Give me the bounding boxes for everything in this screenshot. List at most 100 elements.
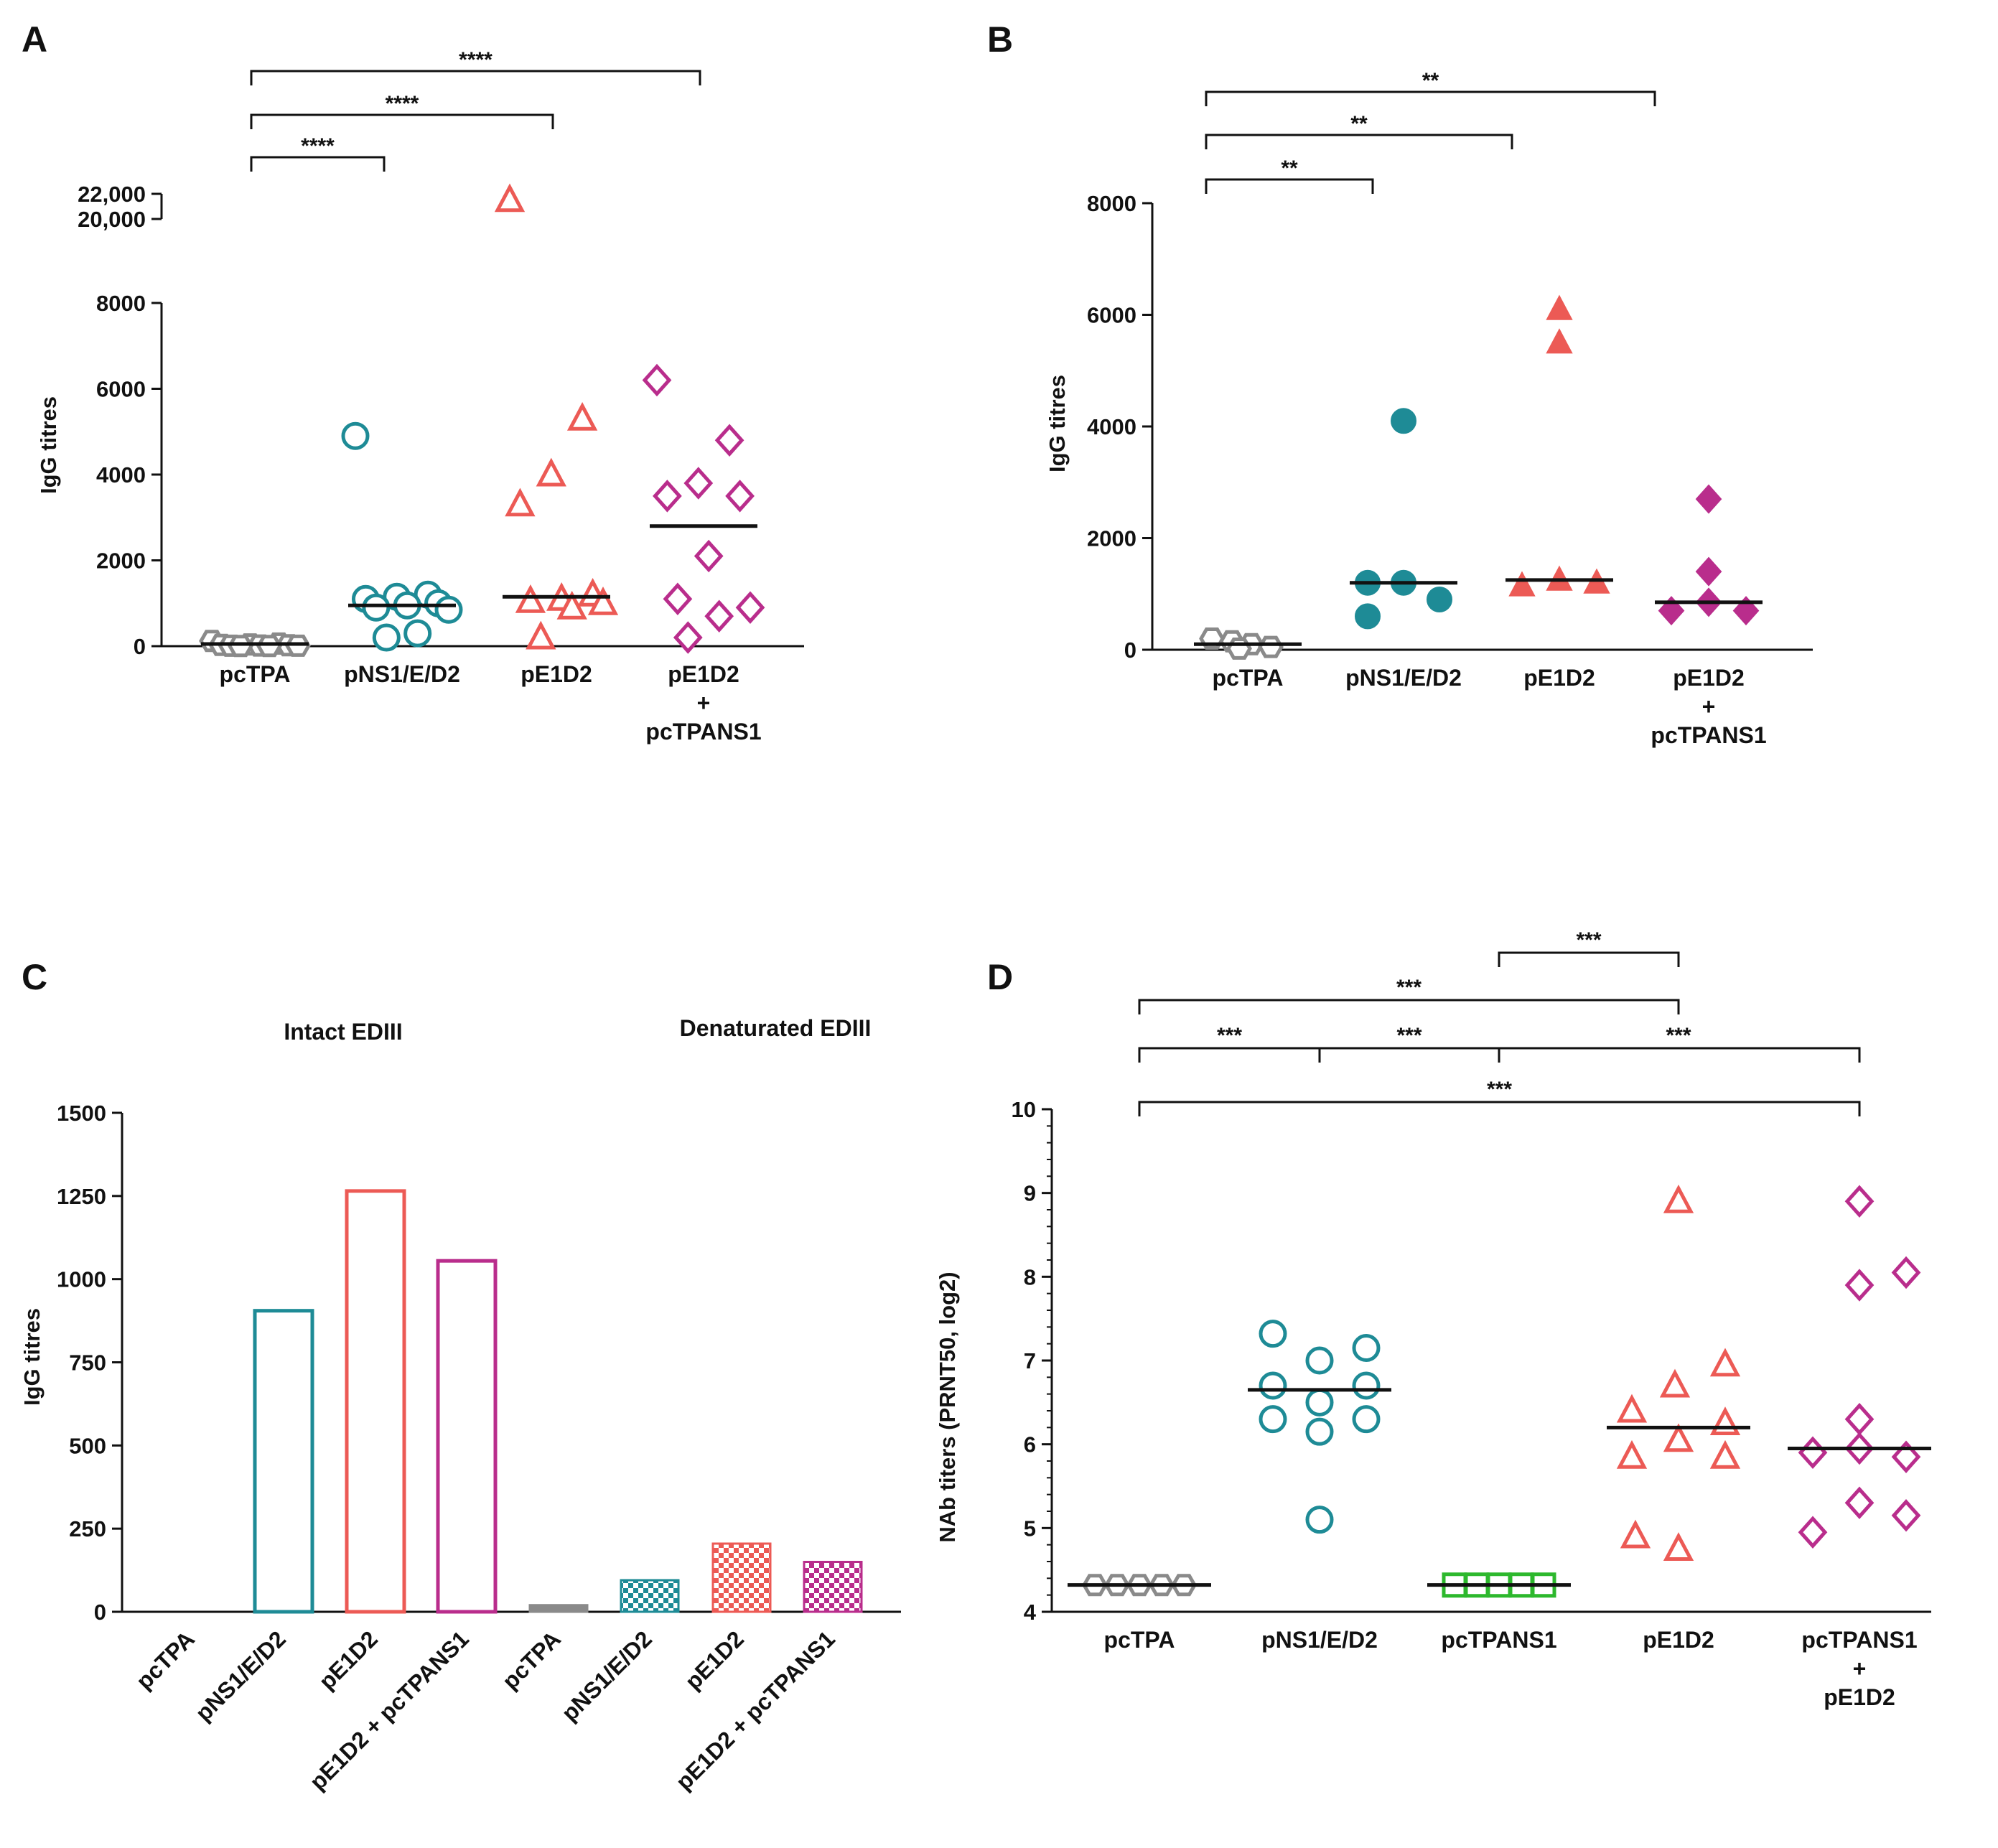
panel-a-point-pe1d2-pctpans1	[663, 582, 693, 616]
panel-c-group-title-denatured: Denaturated EDIII	[680, 1015, 872, 1041]
panel-b-ytick-label: 6000	[1087, 303, 1136, 328]
panel-b-ytick-label: 2000	[1087, 526, 1136, 551]
panel-d-point-pctpans1-pe1d2	[1844, 1486, 1875, 1520]
panel-d-point-pe1d2	[1663, 1532, 1694, 1561]
panel-b-xtick-pe1d2-pctpans1-plus: +	[1702, 694, 1716, 719]
panel-d-ytick-label: 7	[1024, 1348, 1036, 1373]
panel-a-ytick-label: 0	[134, 634, 146, 659]
panel-d-sig-bracket-5-label: ***	[1576, 928, 1601, 952]
panel-b-xtick-pctpa: pcTPA	[1213, 665, 1284, 691]
panel-c-bar-denaturated-ediii-pns1-e-d2	[620, 1579, 680, 1613]
panel-d-xtick-pctpans1: pcTPANS1	[1441, 1627, 1556, 1653]
panel-d-ytick-label: 5	[1024, 1516, 1036, 1541]
panel-c-ytick-label: 500	[69, 1433, 106, 1458]
panel-a-point-pns1-e-d2	[403, 619, 432, 648]
panel-d-sig-bracket-1-line	[1318, 1047, 1500, 1063]
panel-c-bar-intact-ediii-pe1d2	[345, 1189, 406, 1614]
panel-d-point-pctpans1-pe1d2	[1891, 1499, 1921, 1532]
panel-a-point-pe1d2	[505, 487, 536, 517]
panel-d-ytick-label: 8	[1024, 1264, 1036, 1289]
panel-d-xtick-pctpans1-pe1d2-line2: pE1D2	[1824, 1684, 1895, 1710]
panel-d-point-pns1-e-d2	[1305, 1388, 1334, 1417]
panel-b-ytick-label: 4000	[1087, 414, 1136, 439]
panel-b-point-pe1d2	[1546, 328, 1573, 354]
panel-c-xtick-intact-ediii-pe1d2: pE1D2	[314, 1625, 383, 1694]
panel-c-xtick-denaturated-ediii-pe1d2-pctpans1: pE1D2 + pcTPANS1	[671, 1625, 840, 1795]
panel-a-point-pe1d2-pctpans1	[735, 591, 765, 624]
panel-b-sig-bracket-2-line	[1205, 90, 1656, 106]
panel-a-sig-bracket-0-line	[250, 156, 386, 172]
panel-c-bar-denaturated-ediii-pe1d2	[711, 1542, 772, 1613]
panel-a: A IgG titres 0 2000 4000 6000 8000 20,00022,0…	[22, 19, 804, 745]
panel-d-point-pns1-e-d2	[1305, 1506, 1334, 1534]
panel-a-xtick-pns1-e-d2: pNS1/E/D2	[344, 661, 460, 687]
panel-a-point-pe1d2	[536, 457, 566, 487]
panel-d-point-pe1d2	[1663, 1423, 1694, 1452]
panel-a-point-pe1d2	[494, 183, 526, 213]
panel-c-ytick-label: 0	[94, 1600, 106, 1625]
panel-a-point-pns1-e-d2	[362, 593, 391, 622]
panel-d-point-pns1-e-d2	[1352, 1405, 1381, 1434]
panel-d-point-pctpans1-pe1d2	[1844, 1269, 1875, 1302]
panel-d-point-pe1d2	[1616, 1394, 1648, 1423]
panel-d-point-pe1d2	[1709, 1439, 1741, 1469]
panel-c-xtick-intact-ediii-pctpa: pcTPA	[131, 1625, 200, 1694]
panel-b-point-pe1d2	[1546, 294, 1573, 320]
panel-a-point-pe1d2-pctpans1	[704, 599, 734, 633]
panel-b-xtick-pns1-e-d2: pNS1/E/D2	[1345, 665, 1462, 691]
panel-b-xtick-pe1d2-pctpans1-line1: pE1D2	[1673, 665, 1745, 691]
panel-b-point-pctpa	[1226, 638, 1252, 660]
panel-d-point-pe1d2	[1659, 1368, 1691, 1398]
panel-d-point-pctpans1-pe1d2	[1844, 1402, 1875, 1436]
panel-a-point-pctpa	[228, 635, 253, 658]
panel-b-point-pctpa	[1258, 635, 1284, 658]
panel-a-ytick-label-upper: 22,000	[78, 182, 146, 207]
panel-c-ytick-label: 1500	[57, 1101, 106, 1126]
panel-a-point-pns1-e-d2	[372, 623, 401, 652]
panel-a-ytick-label-upper: 20,000	[78, 207, 146, 232]
panel-d-point-pns1-e-d2	[1305, 1417, 1334, 1446]
panel-d-point-pctpans1-pe1d2	[1798, 1516, 1828, 1549]
panel-a-xtick-pe1d2-pctpans1-line2: pcTPANS1	[645, 719, 761, 745]
panel-d-sig-bracket-1-label: ***	[1396, 1024, 1422, 1047]
panel-d-sig-bracket-2-line	[1498, 1047, 1861, 1063]
panel-c-ytick-label: 750	[69, 1350, 106, 1376]
panel-d-point-pe1d2	[1709, 1406, 1741, 1435]
panel-d-point-pns1-e-d2	[1305, 1346, 1334, 1375]
panel-a-sig-bracket-0-label: ****	[301, 134, 335, 158]
panel-d-sig-bracket-0-label: ***	[1217, 1024, 1242, 1047]
panel-a-point-pe1d2-pctpans1	[725, 480, 755, 513]
panel-c-bar-intact-ediii-pe1d2-pctpans1	[436, 1259, 498, 1614]
panel-b-sig-bracket-0-line	[1205, 178, 1374, 194]
panel-a-point-pe1d2	[526, 620, 556, 650]
panel-a-sig-bracket-2-line	[250, 70, 701, 85]
panel-d-xtick-pe1d2: pE1D2	[1643, 1627, 1714, 1653]
panel-a-point-pe1d2-pctpans1	[683, 467, 714, 500]
panel-d-ytick-label: 10	[1012, 1097, 1036, 1122]
panel-d-sig-bracket-4-label: ***	[1396, 976, 1422, 999]
panel-a-point-pe1d2-pctpans1	[642, 363, 672, 397]
panel-d-sig-bracket-3-line	[1138, 1101, 1861, 1116]
panel-d-sig-bracket-2-label: ***	[1666, 1024, 1691, 1047]
panel-d-ytick-label: 6	[1024, 1432, 1036, 1457]
panel-a-ylabel: IgG titres	[36, 396, 61, 494]
panel-a-xtick-pe1d2: pE1D2	[520, 661, 592, 687]
panel-b-point-pe1d2	[1508, 571, 1536, 597]
panel-a-ytick-label: 8000	[96, 291, 146, 316]
panel-d-sig-bracket-5-line	[1498, 951, 1680, 967]
panel-b-point-pns1-e-d2	[1427, 587, 1452, 613]
panel-c: C Intact EDIII Denaturated EDIII IgG tit…	[19, 957, 901, 1795]
panel-b-sig-bracket-0-label: **	[1281, 157, 1298, 180]
panel-d-xtick-pctpans1-pe1d2-line1: pcTPANS1	[1801, 1627, 1917, 1653]
panel-d-sig-bracket-0-line	[1138, 1047, 1321, 1063]
panel-b-xtick-pe1d2-pctpans1-line2: pcTPANS1	[1651, 722, 1766, 748]
panel-a-ytick-label: 4000	[96, 462, 146, 487]
panel-b-point-pns1-e-d2	[1355, 603, 1381, 630]
panel-d-point-pctpans1-pe1d2	[1891, 1256, 1921, 1289]
panel-a-point-pctpa	[256, 635, 282, 658]
panel-b-point-pe1d2-pctpans1	[1695, 484, 1722, 514]
panel-c-ytick-label: 250	[69, 1516, 106, 1541]
panel-a-ytick-label: 2000	[96, 549, 146, 574]
panel-d-xtick-pns1-e-d2: pNS1/E/D2	[1261, 1627, 1378, 1653]
panel-c-xtick-intact-ediii-pns1-e-d2: pNS1/E/D2	[190, 1625, 291, 1726]
